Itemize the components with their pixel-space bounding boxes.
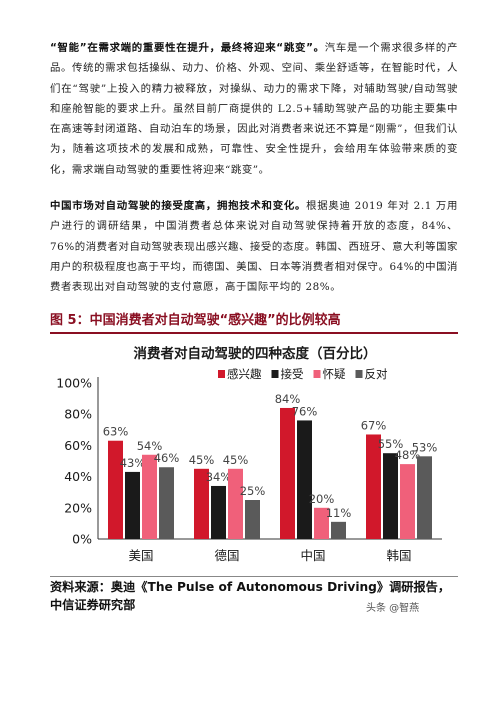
- paragraph-lead: 中国市场对自动驾驶的接受度高，拥抱技术和变化。: [50, 200, 307, 212]
- data-label-3-3: 53%: [412, 440, 438, 454]
- data-label-0-0: 63%: [103, 425, 129, 439]
- bar-3-1: [383, 453, 398, 539]
- data-label-0-1: 43%: [120, 456, 146, 470]
- legend-label-1: 接受: [281, 367, 304, 381]
- bar-3-3: [417, 456, 432, 539]
- bar-2-0: [280, 407, 295, 539]
- bar-0-0: [108, 440, 123, 539]
- legend-label-0: 感兴趣: [227, 367, 262, 381]
- y-tick-label: 80%: [64, 407, 92, 422]
- bar-3-0: [366, 434, 381, 539]
- data-label-2-1: 76%: [292, 404, 318, 418]
- legend-swatch-2: [313, 370, 321, 378]
- legend-swatch-0: [218, 370, 225, 378]
- data-label-1-1: 34%: [206, 470, 232, 484]
- data-label-2-3: 11%: [326, 506, 352, 520]
- data-label-1-2: 45%: [223, 453, 249, 467]
- data-label-1-0: 45%: [189, 453, 215, 467]
- data-label-1-3: 25%: [240, 484, 266, 498]
- bar-0-3: [159, 467, 174, 539]
- data-label-3-1: 55%: [378, 437, 404, 451]
- y-tick-label: 20%: [64, 500, 92, 515]
- paragraph-body: 根据奥迪 2019 年对 2.1 万用户进行的调研结果，中国消费者总体来说对自动…: [50, 200, 458, 294]
- bar-2-3: [331, 521, 346, 539]
- paragraph-body: 汽车是一个需求很多样的产品。传统的需求包括操纵、动力、价格、外观、空间、乘坐舒适…: [50, 42, 458, 176]
- data-label-3-2: 48%: [395, 448, 421, 462]
- data-label-0-2: 54%: [137, 439, 163, 453]
- legend-swatch-1: [271, 370, 279, 378]
- y-tick-label: 0%: [72, 532, 92, 547]
- bar-0-1: [125, 471, 140, 539]
- x-tick-label: 美国: [128, 548, 153, 563]
- bar-1-2: [228, 468, 243, 539]
- paragraph-china-acceptance: 中国市场对自动驾驶的接受度高，拥抱技术和变化。根据奥迪 2019 年对 2.1 …: [50, 196, 458, 297]
- bar-3-2: [400, 464, 415, 539]
- legend-label-3: 反对: [365, 367, 388, 381]
- watermark: 头条 @智燕: [366, 603, 420, 614]
- data-label-0-3: 46%: [154, 451, 180, 465]
- y-tick-label: 40%: [64, 469, 92, 484]
- legend-swatch-3: [355, 370, 363, 378]
- figure-title: 图 5：中国消费者对自动驾驶“感兴趣”的比例较高: [50, 313, 341, 328]
- paragraph-lead: “智能”在需求端的重要性在提升，最终将迎来“跳变”。: [50, 42, 325, 54]
- figure-title-rule: [50, 332, 458, 334]
- data-label-2-0: 84%: [275, 392, 301, 406]
- x-tick-label: 德国: [214, 548, 239, 563]
- data-label-2-2: 20%: [309, 492, 335, 506]
- y-tick-label: 60%: [64, 438, 92, 453]
- source-rule: [50, 576, 458, 577]
- x-tick-label: 韩国: [386, 548, 411, 563]
- bar-1-0: [194, 468, 209, 539]
- bar-2-1: [297, 420, 312, 539]
- y-tick-label: 100%: [56, 376, 92, 391]
- data-label-3-0: 67%: [361, 418, 387, 432]
- x-tick-label: 中国: [300, 548, 325, 563]
- source-note: 资料来源：奥迪《The Pulse of Autonomous Driving》…: [50, 580, 451, 612]
- paragraph-market-demand: “智能”在需求端的重要性在提升，最终将迎来“跳变”。汽车是一个需求很多样的产品。…: [50, 38, 458, 180]
- bar-0-2: [142, 454, 157, 539]
- bar-1-3: [245, 500, 260, 539]
- chart-title: 消费者对自动驾驶的四种态度（百分比）: [134, 345, 377, 362]
- bar-1-1: [211, 485, 226, 539]
- legend-label-2: 怀疑: [323, 367, 346, 381]
- attitude-bar-chart: 消费者对自动驾驶的四种态度（百分比） 感兴趣 接受 怀疑 反对 0% 20% 40% 60% 80…: [56, 345, 442, 563]
- bar-2-2: [314, 507, 329, 539]
